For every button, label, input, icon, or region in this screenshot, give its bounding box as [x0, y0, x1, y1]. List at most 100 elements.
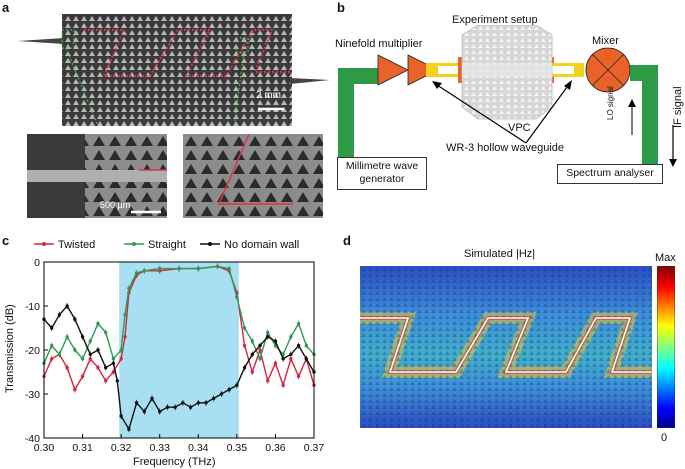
data-point — [266, 335, 270, 339]
setup-diagram — [338, 25, 677, 173]
x-tick-label: 0.37 — [304, 442, 325, 454]
scale-bar-main-label: 2 mm — [256, 90, 281, 101]
data-point — [250, 339, 254, 343]
data-point — [123, 335, 127, 339]
data-point — [104, 330, 108, 335]
data-point — [119, 414, 123, 418]
data-point — [123, 313, 127, 317]
x-tick-label: 0.33 — [149, 442, 170, 454]
colorbar-min-label: 0 — [661, 432, 668, 444]
data-point — [80, 357, 85, 361]
x-tick-label: 0.32 — [111, 442, 132, 454]
data-point — [212, 396, 216, 401]
data-point — [165, 405, 170, 409]
generator-label-line1: Millimetre wave — [345, 160, 419, 172]
data-point — [73, 317, 77, 321]
data-point — [296, 343, 301, 348]
generator-box: Millimetre wave generator — [337, 157, 427, 190]
data-point — [289, 357, 293, 361]
data-point — [258, 357, 262, 361]
data-point — [273, 339, 278, 343]
data-point — [111, 357, 116, 361]
data-point — [150, 396, 154, 401]
legend-marker-1 — [132, 242, 136, 246]
data-point — [119, 357, 123, 361]
data-point — [304, 343, 308, 348]
sem-inset-right — [183, 134, 323, 218]
data-point — [158, 409, 162, 414]
panel-label-a: a — [2, 0, 10, 15]
chart-ylabel: Transmission (dB) — [4, 304, 16, 393]
y-tick-label: -10 — [25, 301, 40, 313]
data-point — [304, 357, 308, 361]
data-point — [96, 321, 100, 326]
data-point — [196, 266, 200, 271]
panel-label-b: b — [337, 0, 345, 15]
y-tick-label: -20 — [25, 345, 40, 357]
multiplier-label: Ninefold multiplier — [335, 38, 423, 50]
data-point — [88, 357, 92, 361]
data-point — [177, 266, 181, 271]
analyser-box: Spectrum analyser — [557, 164, 663, 184]
transmission-chart: 0.30 0.31 0.32 0.33 0.34 0.35 0.36 0.37 0 -10 -20 -… — [25, 239, 325, 454]
data-point — [158, 266, 162, 271]
data-point — [250, 352, 254, 357]
data-point — [111, 370, 116, 374]
data-point — [80, 335, 85, 339]
vpc-label: VPC — [508, 122, 531, 134]
data-point — [96, 348, 100, 352]
data-point — [235, 295, 239, 299]
x-tick-label: 0.31 — [72, 442, 93, 454]
data-point — [227, 387, 231, 392]
data-point — [50, 357, 54, 361]
data-point — [73, 348, 77, 352]
data-point — [134, 271, 139, 275]
data-point — [219, 392, 224, 396]
data-point — [65, 335, 69, 339]
data-point — [242, 326, 247, 330]
data-point — [50, 343, 54, 348]
simulation-title: Simulated |Hz| — [464, 248, 536, 260]
data-point — [289, 352, 293, 357]
data-point — [188, 405, 193, 409]
data-point — [181, 401, 185, 405]
data-point — [196, 401, 200, 405]
data-point — [88, 352, 92, 357]
data-point — [258, 343, 262, 348]
data-point — [65, 365, 69, 370]
data-point — [296, 374, 301, 379]
generator-label-line2: generator — [359, 173, 405, 185]
data-point — [127, 286, 131, 291]
lo-signal-label: LO signal — [606, 86, 615, 120]
data-point — [96, 365, 100, 370]
data-point — [266, 379, 270, 383]
data-point — [242, 365, 247, 370]
data-point — [204, 401, 208, 405]
data-point — [142, 269, 146, 273]
legend-label-0: Twisted — [58, 239, 95, 251]
data-point — [80, 374, 85, 379]
x-tick-label: 0.30 — [34, 442, 55, 454]
data-point — [173, 405, 177, 409]
passband-shade — [119, 262, 239, 438]
analyser-label: Spectrum analyser — [566, 167, 654, 179]
y-tick-label: -30 — [25, 389, 40, 401]
data-point — [289, 335, 293, 339]
data-point — [250, 370, 254, 374]
sem-main-image — [18, 14, 330, 127]
data-point — [281, 357, 285, 361]
mixer-label: Mixer — [592, 35, 619, 47]
data-point — [57, 352, 62, 357]
data-point — [258, 348, 262, 352]
data-point — [215, 264, 220, 269]
data-point — [111, 361, 116, 365]
if-signal-label: IF signal — [672, 86, 684, 128]
legend-label-2: No domain wall — [224, 239, 299, 251]
legend-marker-0 — [42, 242, 46, 246]
colorbar — [657, 266, 675, 428]
data-point — [266, 330, 270, 335]
chart-xlabel: Frequency (THz) — [133, 456, 216, 468]
y-tick-label: -40 — [25, 433, 40, 445]
y-tick-label: 0 — [34, 257, 40, 269]
experiment-setup-label: Experiment setup — [452, 14, 538, 26]
